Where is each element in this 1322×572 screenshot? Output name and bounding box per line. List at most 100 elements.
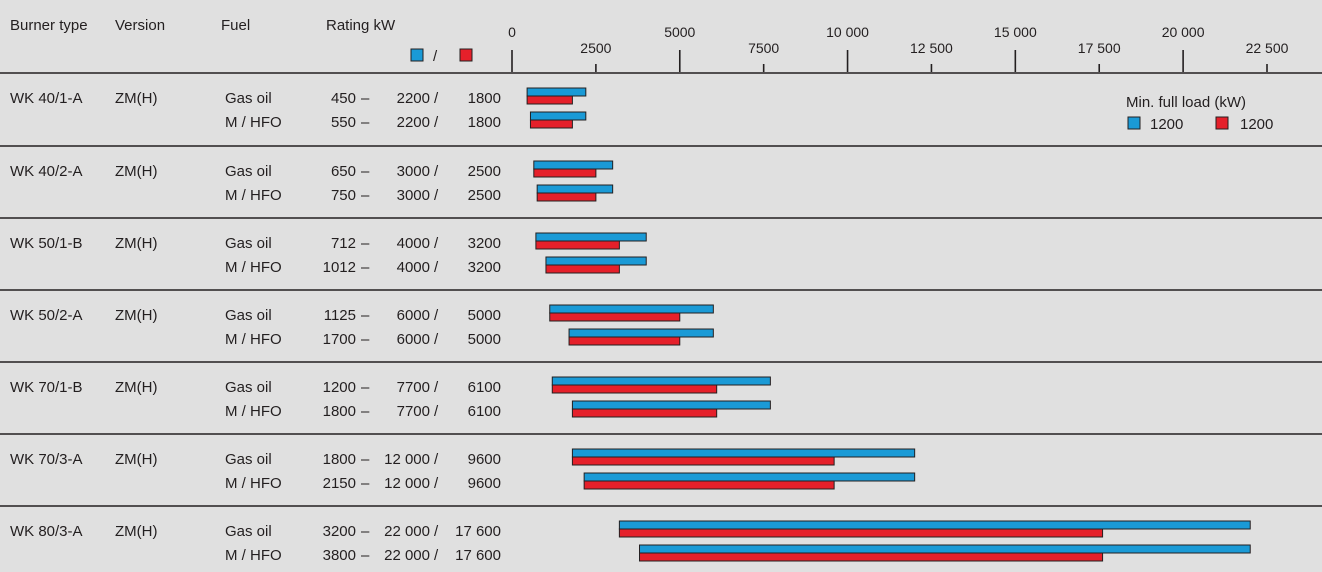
rating-slash: / — [434, 451, 439, 468]
fuel-label: M / HFO — [225, 331, 282, 348]
bar-blue — [549, 304, 714, 314]
rating-dash: – — [361, 163, 370, 180]
x-tick-label: 7500 — [748, 40, 779, 56]
rating-slash: / — [434, 331, 439, 348]
rating-red-max: 1800 — [468, 114, 501, 131]
burner-type-label: WK 40/2-A — [10, 163, 83, 180]
rating-min: 1012 — [323, 259, 356, 276]
version-label: ZM(H) — [115, 379, 157, 396]
bar-blue — [571, 400, 771, 410]
bar-red — [529, 119, 573, 129]
version-label: ZM(H) — [115, 523, 157, 540]
rating-max: 4000 — [397, 259, 430, 276]
bar-blue — [551, 376, 771, 386]
rating-red-max: 2500 — [468, 187, 501, 204]
fuel-label: Gas oil — [225, 90, 272, 107]
rating-red-max: 6100 — [468, 403, 501, 420]
version-label: ZM(H) — [115, 163, 157, 180]
rating-slash: / — [434, 114, 439, 131]
col-header-fuel: Fuel — [221, 17, 250, 34]
bar-red — [551, 384, 718, 394]
rating-min: 650 — [331, 163, 356, 180]
rating-min: 712 — [331, 235, 356, 252]
rating-legend-red-swatch — [459, 48, 473, 62]
rating-slash: / — [434, 235, 439, 252]
rating-slash: / — [434, 187, 439, 204]
bar-blue — [618, 520, 1251, 530]
rating-max: 7700 — [397, 403, 430, 420]
rating-dash: – — [361, 114, 370, 131]
rating-red-max: 6100 — [468, 379, 501, 396]
bar-blue — [536, 184, 614, 194]
col-header-burner-type: Burner type — [10, 17, 88, 34]
fuel-label: Gas oil — [225, 235, 272, 252]
bar-red — [571, 408, 718, 418]
burner-type-label: WK 80/3-A — [10, 523, 83, 540]
min-full-load-red-value: 1200 — [1240, 116, 1273, 133]
rating-max: 6000 — [397, 331, 430, 348]
rating-red-max: 2500 — [468, 163, 501, 180]
rating-red-max: 3200 — [468, 235, 501, 252]
bar-red — [535, 240, 620, 250]
burner-type-label: WK 50/1-B — [10, 235, 83, 252]
rating-red-max: 1800 — [468, 90, 501, 107]
rating-min: 2150 — [323, 475, 356, 492]
min-full-load-blue-swatch — [1127, 116, 1141, 130]
rating-red-max: 17 600 — [455, 523, 501, 540]
rating-max: 2200 — [397, 114, 430, 131]
fuel-label: Gas oil — [225, 307, 272, 324]
rating-slash: / — [434, 163, 439, 180]
fuel-label: Gas oil — [225, 163, 272, 180]
rating-max: 22 000 — [384, 523, 430, 540]
rating-dash: – — [361, 475, 370, 492]
rating-min: 550 — [331, 114, 356, 131]
rating-slash: / — [434, 403, 439, 420]
bar-blue — [639, 544, 1251, 554]
rating-dash: – — [361, 331, 370, 348]
rating-red-max: 9600 — [468, 475, 501, 492]
bar-red — [545, 264, 620, 274]
bar-blue — [526, 87, 587, 97]
rating-slash: / — [434, 379, 439, 396]
fuel-label: M / HFO — [225, 187, 282, 204]
fuel-label: M / HFO — [225, 114, 282, 131]
rating-legend-separator: / — [433, 48, 438, 65]
burner-type-label: WK 70/3-A — [10, 451, 83, 468]
rating-slash: / — [434, 475, 439, 492]
rating-dash: – — [361, 187, 370, 204]
x-tick-label: 5000 — [664, 24, 695, 40]
rating-max: 12 000 — [384, 475, 430, 492]
bar-blue — [545, 256, 647, 266]
fuel-label: M / HFO — [225, 403, 282, 420]
min-full-load-title: Min. full load (kW) — [1126, 94, 1246, 111]
version-label: ZM(H) — [115, 90, 157, 107]
burner-type-label: WK 40/1-A — [10, 90, 83, 107]
fuel-label: M / HFO — [225, 475, 282, 492]
bar-blue — [533, 160, 614, 170]
bar-red — [568, 336, 681, 346]
rating-min: 3200 — [323, 523, 356, 540]
rating-max: 3000 — [397, 187, 430, 204]
rating-dash: – — [361, 259, 370, 276]
rating-min: 1125 — [324, 307, 356, 324]
rating-slash: / — [434, 259, 439, 276]
rating-max: 22 000 — [384, 547, 430, 564]
bar-blue — [535, 232, 647, 242]
rating-dash: – — [361, 403, 370, 420]
rating-max: 12 000 — [384, 451, 430, 468]
rating-min: 1200 — [323, 379, 356, 396]
x-tick-label: 2500 — [580, 40, 611, 56]
x-tick-label: 17 500 — [1078, 40, 1121, 56]
bar-red — [618, 528, 1104, 538]
rating-min: 1700 — [323, 331, 356, 348]
rating-min: 450 — [331, 90, 356, 107]
rating-red-max: 17 600 — [455, 547, 501, 564]
version-label: ZM(H) — [115, 307, 157, 324]
bar-red — [533, 168, 597, 178]
version-label: ZM(H) — [115, 235, 157, 252]
rating-red-max: 5000 — [468, 307, 501, 324]
rating-min: 1800 — [323, 451, 356, 468]
rating-dash: – — [361, 451, 370, 468]
col-header-rating: Rating kW — [326, 17, 396, 34]
rating-dash: – — [361, 523, 370, 540]
